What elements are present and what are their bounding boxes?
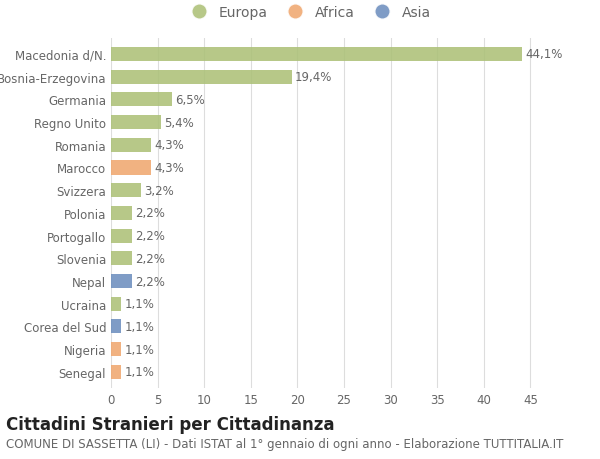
Text: 4,3%: 4,3% <box>154 139 184 152</box>
Text: Cittadini Stranieri per Cittadinanza: Cittadini Stranieri per Cittadinanza <box>6 415 335 433</box>
Text: 6,5%: 6,5% <box>175 94 205 106</box>
Bar <box>111 365 121 379</box>
Bar <box>111 48 522 62</box>
Text: 44,1%: 44,1% <box>525 48 563 62</box>
Legend: Europa, Africa, Asia: Europa, Africa, Asia <box>185 6 431 20</box>
Text: 2,2%: 2,2% <box>135 207 164 220</box>
Text: 1,1%: 1,1% <box>125 365 154 379</box>
Bar <box>111 274 131 288</box>
Bar <box>111 319 121 334</box>
Text: 19,4%: 19,4% <box>295 71 332 84</box>
Text: 1,1%: 1,1% <box>125 343 154 356</box>
Bar <box>111 297 121 311</box>
Text: 2,2%: 2,2% <box>135 275 164 288</box>
Bar <box>111 207 131 220</box>
Text: COMUNE DI SASSETTA (LI) - Dati ISTAT al 1° gennaio di ogni anno - Elaborazione T: COMUNE DI SASSETTA (LI) - Dati ISTAT al … <box>6 437 563 450</box>
Bar <box>111 116 161 130</box>
Text: 1,1%: 1,1% <box>125 297 154 311</box>
Bar <box>111 93 172 107</box>
Text: 5,4%: 5,4% <box>164 116 194 129</box>
Bar <box>111 161 151 175</box>
Bar <box>111 342 121 356</box>
Text: 3,2%: 3,2% <box>144 185 174 197</box>
Text: 1,1%: 1,1% <box>125 320 154 333</box>
Bar <box>111 139 151 152</box>
Bar <box>111 184 141 198</box>
Text: 4,3%: 4,3% <box>154 162 184 174</box>
Bar <box>111 252 131 266</box>
Bar <box>111 229 131 243</box>
Bar <box>111 71 292 84</box>
Text: 2,2%: 2,2% <box>135 252 164 265</box>
Text: 2,2%: 2,2% <box>135 230 164 242</box>
